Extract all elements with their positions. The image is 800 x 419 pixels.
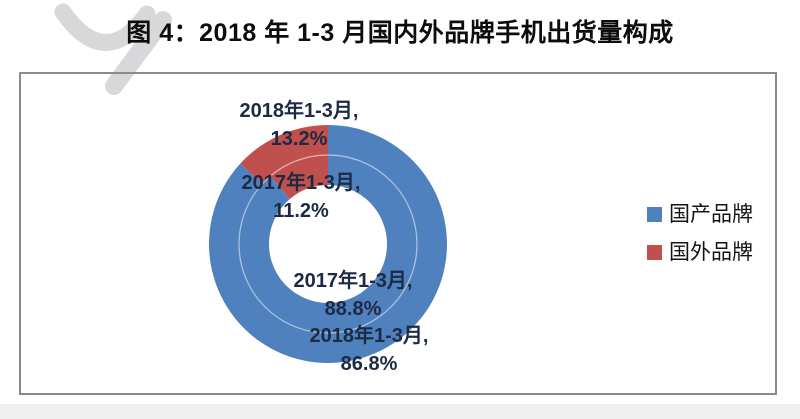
legend-item-foreign: 国外品牌: [647, 241, 753, 263]
donut-slice-2018年1-3月-国外品牌: [240, 125, 328, 184]
legend-swatch-domestic-icon: [647, 206, 662, 222]
chart-legend: 国产品牌 国外品牌: [647, 203, 753, 263]
footer-strip: [0, 404, 800, 419]
data-label-2017-domestic: 2017年1-3月, 88.8%: [294, 267, 413, 323]
data-label-line1: 2017年1-3月,: [293, 270, 413, 292]
donut-chart: [209, 125, 447, 363]
data-label-line2: 13.2%: [270, 128, 328, 150]
data-label-line1: 2018年1-3月,: [309, 325, 429, 347]
figure-title: 图 4：2018 年 1-3 月国内外品牌手机出货量构成: [126, 19, 674, 47]
donut-slice-2017年1-3月-国外品牌: [270, 155, 328, 200]
legend-swatch-foreign-icon: [647, 244, 662, 260]
donut-slice-2017年1-3月-国产品牌: [239, 155, 417, 333]
watermark-logo-icon: [54, 3, 172, 95]
data-label-2018-domestic: 2018年1-3月, 86.8%: [310, 322, 429, 378]
data-label-line1: 2018年1-3月,: [239, 100, 359, 122]
data-label-2017-foreign: 2017年1-3月, 11.2%: [242, 169, 361, 225]
data-label-2018-foreign: 2018年1-3月, 13.2%: [240, 97, 359, 153]
ring-separator: [238, 154, 418, 334]
data-label-line1: 2017年1-3月,: [241, 172, 361, 194]
legend-label-domestic: 国产品牌: [669, 202, 753, 226]
legend-item-domestic: 国产品牌: [647, 203, 753, 225]
data-label-line2: 11.2%: [273, 200, 329, 222]
data-label-line2: 88.8%: [324, 298, 382, 320]
chart-panel: [19, 72, 777, 395]
legend-label-foreign: 国外品牌: [669, 240, 753, 264]
data-label-line2: 86.8%: [340, 353, 398, 375]
